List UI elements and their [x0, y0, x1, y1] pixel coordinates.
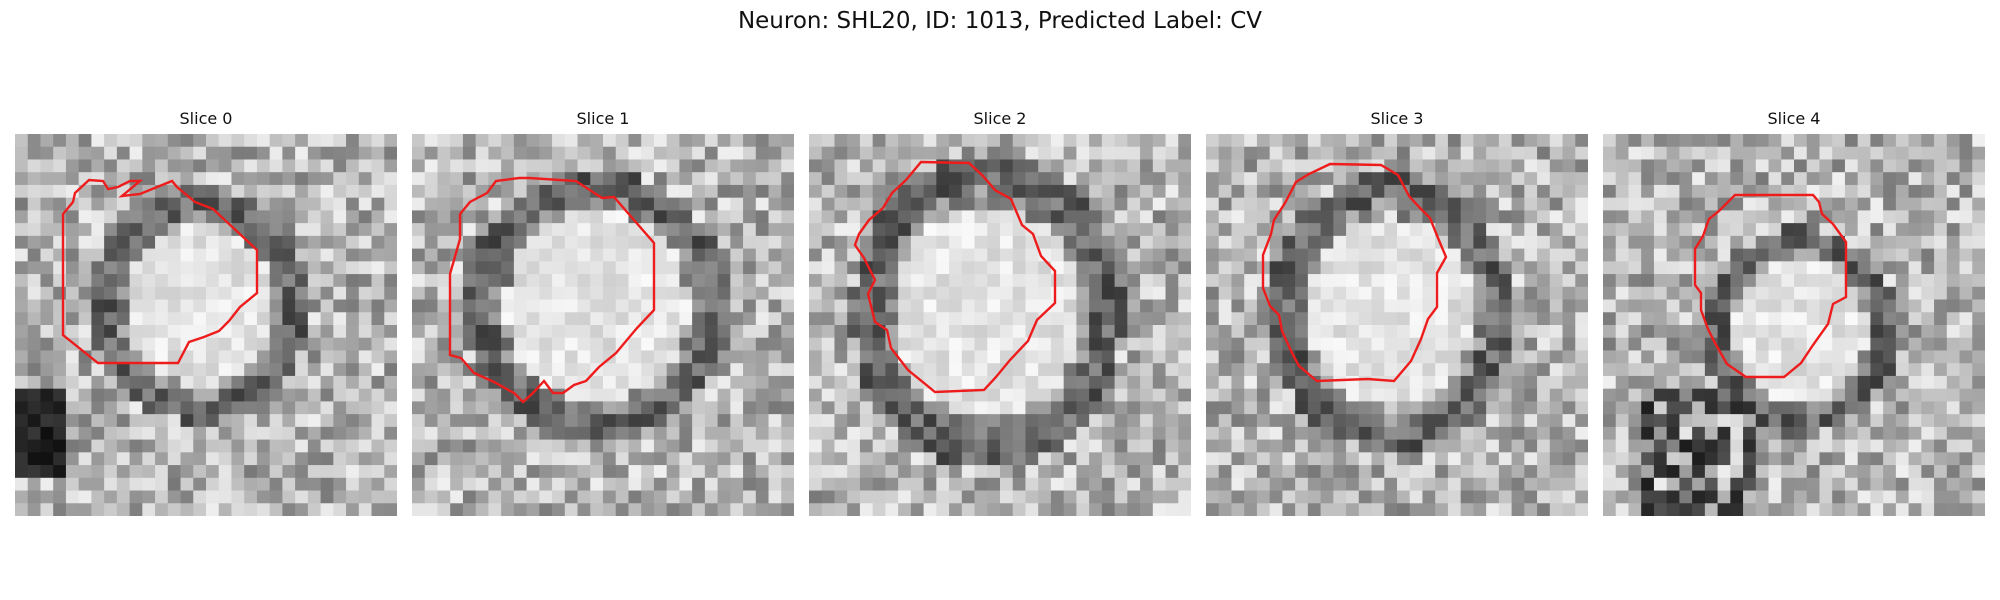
slice-panel-2: Slice 2: [809, 108, 1191, 516]
slice-panel-4: Slice 4: [1603, 108, 1985, 516]
slice-panel-1: Slice 1: [412, 108, 794, 516]
slice-title: Slice 1: [576, 109, 630, 128]
predicted-contour: [853, 160, 1057, 394]
slice-image: [412, 134, 794, 516]
slice-image: [1603, 134, 1985, 516]
slice-title: Slice 3: [1370, 109, 1424, 128]
predicted-contour: [61, 178, 259, 365]
slice-title: Slice 2: [973, 109, 1027, 128]
figure-title: Neuron: SHL20, ID: 1013, Predicted Label…: [737, 8, 1263, 34]
slice-image: [809, 134, 1191, 516]
slice-title: Slice 0: [179, 109, 233, 128]
predicted-contour: [1261, 162, 1448, 383]
slice-image: [15, 134, 397, 516]
slice-image: [1206, 134, 1588, 516]
slice-panel-0: Slice 0: [15, 108, 397, 516]
slice-panel-3: Slice 3: [1206, 108, 1588, 516]
slice-title: Slice 4: [1767, 109, 1821, 128]
predicted-contour: [448, 176, 656, 404]
predicted-contour: [1693, 193, 1848, 379]
